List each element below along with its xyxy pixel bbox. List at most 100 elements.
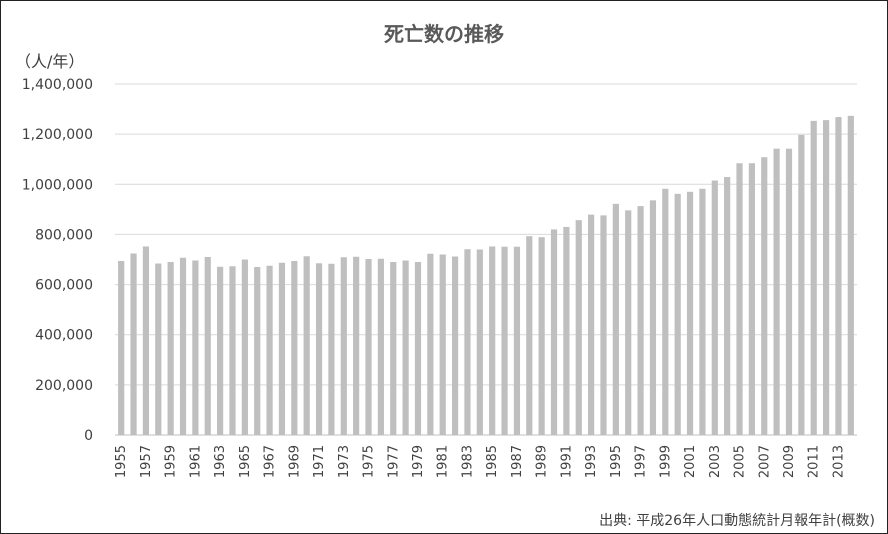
- y-tick-label: 1,200,000: [22, 127, 93, 143]
- x-tick-label: 2005: [733, 445, 748, 478]
- bar: [377, 258, 384, 435]
- x-tick-label: 2009: [782, 445, 797, 478]
- bar: [217, 266, 224, 435]
- bar: [118, 261, 125, 435]
- bar: [748, 163, 755, 435]
- x-tick-label: 2013: [831, 445, 846, 478]
- bar: [501, 246, 508, 435]
- bar: [662, 188, 669, 435]
- x-axis-ticks: 1955 1957 1959 1961 1963 1965 1967 1969 1971 1973…: [114, 445, 846, 478]
- bar: [513, 246, 521, 435]
- bar: [315, 263, 323, 435]
- bar: [600, 215, 607, 435]
- bar: [353, 256, 360, 435]
- bar: [761, 157, 768, 436]
- bar: [538, 237, 545, 435]
- x-tick-label: 1995: [609, 445, 624, 478]
- bar: [674, 193, 681, 435]
- y-tick-label: 200,000: [35, 378, 93, 394]
- x-tick-label: 1985: [485, 445, 500, 478]
- x-tick-label: 1973: [337, 445, 352, 478]
- bar: [278, 262, 286, 435]
- x-tick-label: 1969: [287, 445, 302, 478]
- y-tick-label: 400,000: [35, 328, 93, 344]
- bar: [204, 256, 211, 435]
- x-tick-label: 1987: [510, 445, 525, 478]
- bar: [303, 256, 310, 435]
- x-tick-label: 1977: [386, 445, 401, 478]
- x-tick-label: 1975: [362, 445, 377, 478]
- bar: [822, 120, 830, 436]
- y-axis-ticks: 0 200,000 400,000 600,000 800,000 1,000,000 1,…: [22, 77, 93, 444]
- y-tick-label: 800,000: [35, 227, 93, 243]
- x-tick-label: 2011: [807, 445, 822, 478]
- bar: [476, 249, 483, 435]
- x-tick-label: 1993: [584, 445, 599, 478]
- bar: [427, 253, 434, 435]
- bar: [254, 267, 261, 435]
- bar: [402, 260, 409, 435]
- x-tick-label: 1963: [213, 445, 228, 478]
- bar: [810, 120, 817, 435]
- x-tick-label: 2003: [708, 445, 723, 478]
- y-tick-label: 0: [84, 428, 93, 444]
- x-tick-label: 1997: [634, 445, 649, 478]
- bar: [637, 206, 644, 435]
- bar: [266, 265, 273, 435]
- bar: [526, 236, 533, 435]
- bar: [439, 254, 446, 435]
- bar: [847, 115, 854, 436]
- bar: [192, 260, 199, 435]
- bar: [155, 263, 162, 435]
- bar: [179, 257, 187, 435]
- x-tick-label: 1957: [139, 445, 154, 478]
- x-tick-label: 1979: [411, 445, 426, 478]
- bar: [328, 263, 335, 435]
- bar: [451, 256, 459, 435]
- bar: [142, 246, 150, 435]
- bar: [489, 246, 496, 435]
- chart-title: 死亡数の推移: [384, 22, 504, 46]
- x-tick-label: 1971: [312, 445, 327, 478]
- bar: [550, 229, 558, 435]
- x-tick-label: 1991: [559, 445, 574, 478]
- x-tick-label: 1961: [188, 445, 203, 478]
- bar: [291, 261, 298, 435]
- bars: [118, 115, 854, 436]
- x-tick-label: 1967: [263, 445, 278, 478]
- x-tick-label: 1959: [164, 445, 179, 478]
- bar: [785, 148, 793, 436]
- x-tick-label: 1955: [114, 445, 129, 478]
- x-tick-label: 2001: [683, 445, 698, 478]
- bar: [340, 257, 347, 435]
- bar: [464, 249, 471, 435]
- bar: [390, 262, 397, 435]
- bar: [563, 226, 570, 435]
- y-tick-label: 1,000,000: [22, 177, 93, 193]
- bar: [649, 200, 657, 435]
- x-tick-label: 1983: [460, 445, 475, 478]
- bar: [575, 220, 582, 435]
- y-axis-unit-label: （人/年）: [15, 52, 84, 71]
- gridlines: [115, 83, 857, 436]
- x-tick-label: 1965: [238, 445, 253, 478]
- bar: [414, 262, 422, 435]
- bar: [365, 258, 372, 435]
- bar: [588, 214, 595, 435]
- bar: [736, 163, 743, 435]
- x-tick-label: 1989: [535, 445, 550, 478]
- bar: [241, 259, 248, 435]
- bar: [167, 262, 174, 435]
- bar: [798, 134, 805, 435]
- bar: [130, 253, 137, 435]
- bar: [625, 210, 632, 435]
- x-tick-label: 1999: [658, 445, 673, 478]
- x-tick-label: 2007: [757, 445, 772, 478]
- bar: [773, 148, 780, 436]
- bar: [835, 117, 842, 435]
- bar: [229, 266, 236, 435]
- bar: [724, 177, 731, 435]
- bar: [686, 191, 694, 435]
